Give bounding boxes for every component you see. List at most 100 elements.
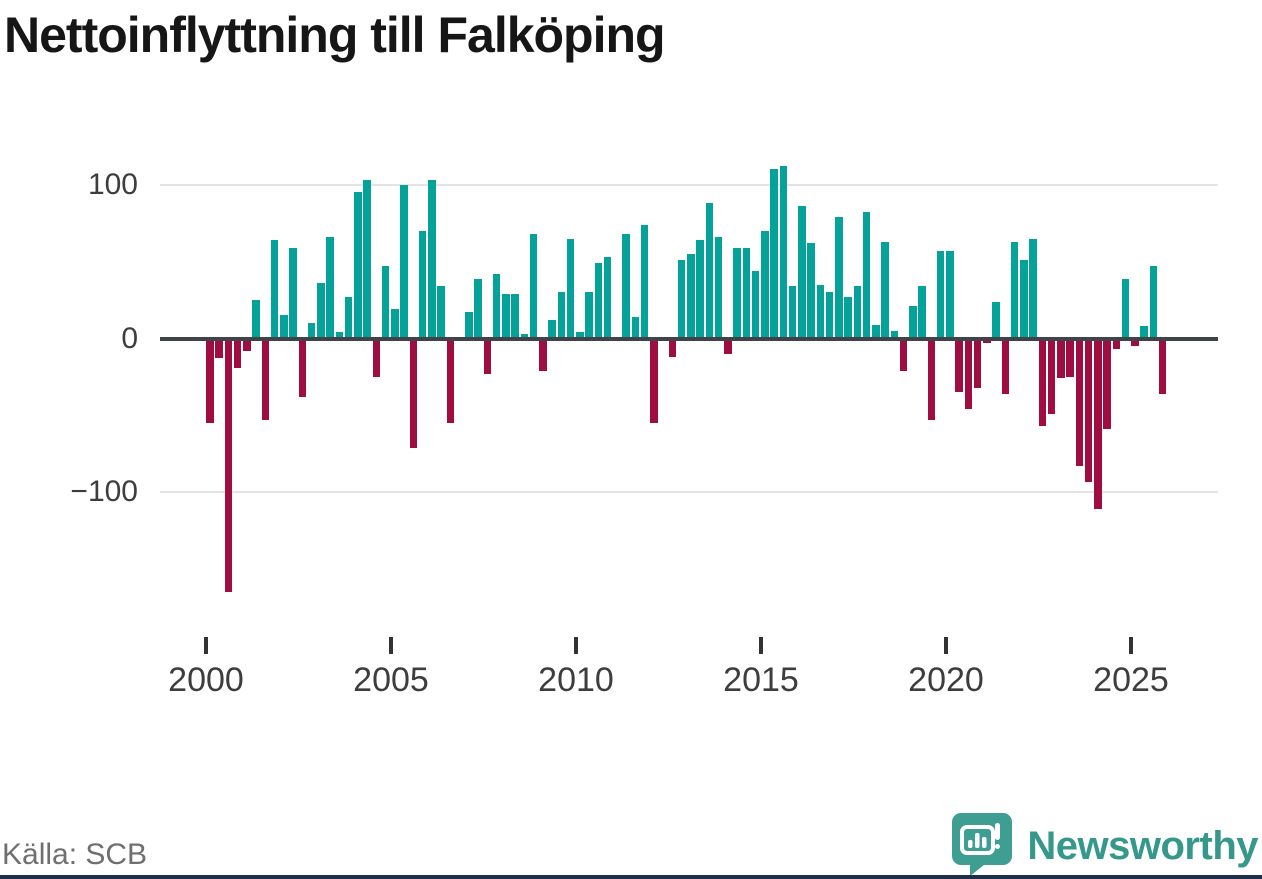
x-axis-tick — [1129, 637, 1133, 654]
bar-2002-q2 — [289, 247, 297, 339]
bar-2023-q4 — [1084, 338, 1093, 482]
footer-brand-strip — [0, 875, 1262, 879]
bar-2023-q1 — [1057, 338, 1065, 379]
bar-2009-q2 — [548, 320, 556, 339]
x-axis-tick-label: 2005 — [353, 661, 429, 699]
bar-2024-q1 — [1094, 338, 1102, 510]
x-axis-tick-label: 2025 — [1093, 661, 1169, 699]
bar-2008-q3 — [520, 333, 529, 339]
x-axis-tick — [574, 637, 578, 654]
bar-2025-q3 — [1149, 266, 1158, 339]
bar-2000-q3 — [224, 338, 233, 593]
bar-2015-q1 — [761, 230, 769, 339]
x-axis-tick — [204, 637, 208, 654]
bar-2004-q2 — [363, 180, 371, 339]
bar-2020-q3 — [964, 338, 973, 410]
bar-2021-q4 — [1010, 241, 1019, 339]
bar-2016-q4 — [825, 292, 834, 339]
bar-2000-q2 — [215, 338, 223, 359]
bar-2024-q4 — [1121, 278, 1130, 339]
chart-title: Nettoinflyttning till Falköping — [4, 7, 666, 63]
bar-2006-q1 — [428, 180, 436, 339]
bar-2024-q2 — [1103, 338, 1111, 430]
source-caption: Källa: SCB — [2, 838, 148, 871]
bar-2013-q3 — [705, 203, 714, 339]
bar-2002-q1 — [280, 315, 288, 339]
bar-2009-q3 — [557, 292, 566, 339]
bar-2016-q3 — [816, 284, 825, 339]
y-axis-tick-label: 100 — [87, 167, 138, 201]
bar-2001-q2 — [252, 300, 260, 339]
x-axis-tick-label: 2015 — [723, 661, 799, 699]
bar-2015-q2 — [770, 169, 778, 339]
bar-2008-q2 — [511, 293, 519, 339]
bar-2019-q1 — [909, 306, 917, 339]
bar-2013-q2 — [696, 240, 704, 339]
bar-2001-q4 — [270, 240, 279, 339]
bar-2006-q3 — [446, 338, 455, 424]
bar-2000-q4 — [233, 338, 242, 368]
zero-baseline — [160, 336, 1218, 341]
x-axis-tick — [944, 637, 948, 654]
bar-2016-q1 — [798, 206, 806, 339]
bar-2019-q2 — [918, 286, 926, 339]
bar-2012-q1 — [650, 338, 658, 424]
bar-2011-q3 — [631, 316, 640, 339]
bar-2019-q3 — [927, 338, 936, 420]
bar-2000-q1 — [206, 338, 214, 424]
bar-2020-q4 — [973, 338, 982, 388]
bar-2021-q3 — [1001, 338, 1010, 394]
bar-2003-q4 — [344, 296, 353, 339]
bar-2015-q4 — [788, 286, 797, 339]
y-axis-tick-label: 0 — [121, 321, 138, 355]
x-axis-tick-label: 2010 — [538, 661, 614, 699]
bar-chart-speech-bubble-icon — [951, 812, 1013, 879]
bar-2020-q1 — [946, 250, 954, 339]
bar-2014-q2 — [733, 247, 741, 339]
bar-2010-q2 — [585, 292, 593, 339]
newsworthy-wordmark: Newsworthy — [1027, 824, 1258, 868]
bar-2017-q3 — [853, 286, 862, 339]
bar-2014-q4 — [751, 270, 760, 339]
bar-2004-q4 — [381, 266, 390, 339]
bar-2001-q3 — [261, 338, 270, 420]
bar-2007-q2 — [474, 278, 482, 339]
bar-2021-q1 — [983, 338, 991, 344]
bar-2005-q1 — [391, 309, 399, 339]
bar-2001-q1 — [243, 338, 251, 351]
bar-2002-q3 — [298, 338, 307, 397]
bar-2005-q2 — [400, 184, 408, 339]
bar-2006-q2 — [437, 286, 445, 339]
y-gridline — [160, 491, 1218, 494]
bar-2007-q1 — [465, 312, 473, 339]
bar-2022-q3 — [1038, 338, 1047, 427]
bar-2013-q4 — [714, 236, 723, 339]
bar-2009-q1 — [539, 338, 547, 371]
bar-2002-q4 — [307, 323, 316, 339]
bar-2021-q2 — [992, 301, 1000, 339]
y-axis-tick-label: −100 — [70, 475, 138, 509]
bar-2019-q4 — [936, 250, 945, 339]
bar-2022-q4 — [1047, 338, 1056, 414]
bar-2012-q3 — [668, 338, 677, 357]
bar-2025-q2 — [1140, 326, 1148, 339]
bar-2022-q2 — [1029, 238, 1037, 339]
bar-2010-q3 — [594, 263, 603, 339]
x-axis-tick — [389, 637, 393, 654]
bar-2004-q3 — [372, 338, 381, 377]
bar-2016-q2 — [807, 243, 815, 339]
bar-2017-q2 — [844, 296, 852, 339]
bar-2010-q1 — [576, 332, 584, 339]
bar-2015-q3 — [779, 166, 788, 339]
bar-2008-q1 — [502, 293, 510, 339]
bar-2025-q4 — [1158, 338, 1167, 394]
x-axis-tick-label: 2020 — [908, 661, 984, 699]
bar-2018-q4 — [899, 338, 908, 371]
x-axis-tick-label: 2000 — [168, 661, 244, 699]
bar-2011-q4 — [640, 224, 649, 339]
bar-2005-q3 — [409, 338, 418, 448]
bar-2020-q2 — [955, 338, 963, 393]
bar-2018-q1 — [872, 324, 880, 339]
bar-2012-q4 — [677, 260, 686, 339]
bar-2013-q1 — [687, 253, 695, 339]
